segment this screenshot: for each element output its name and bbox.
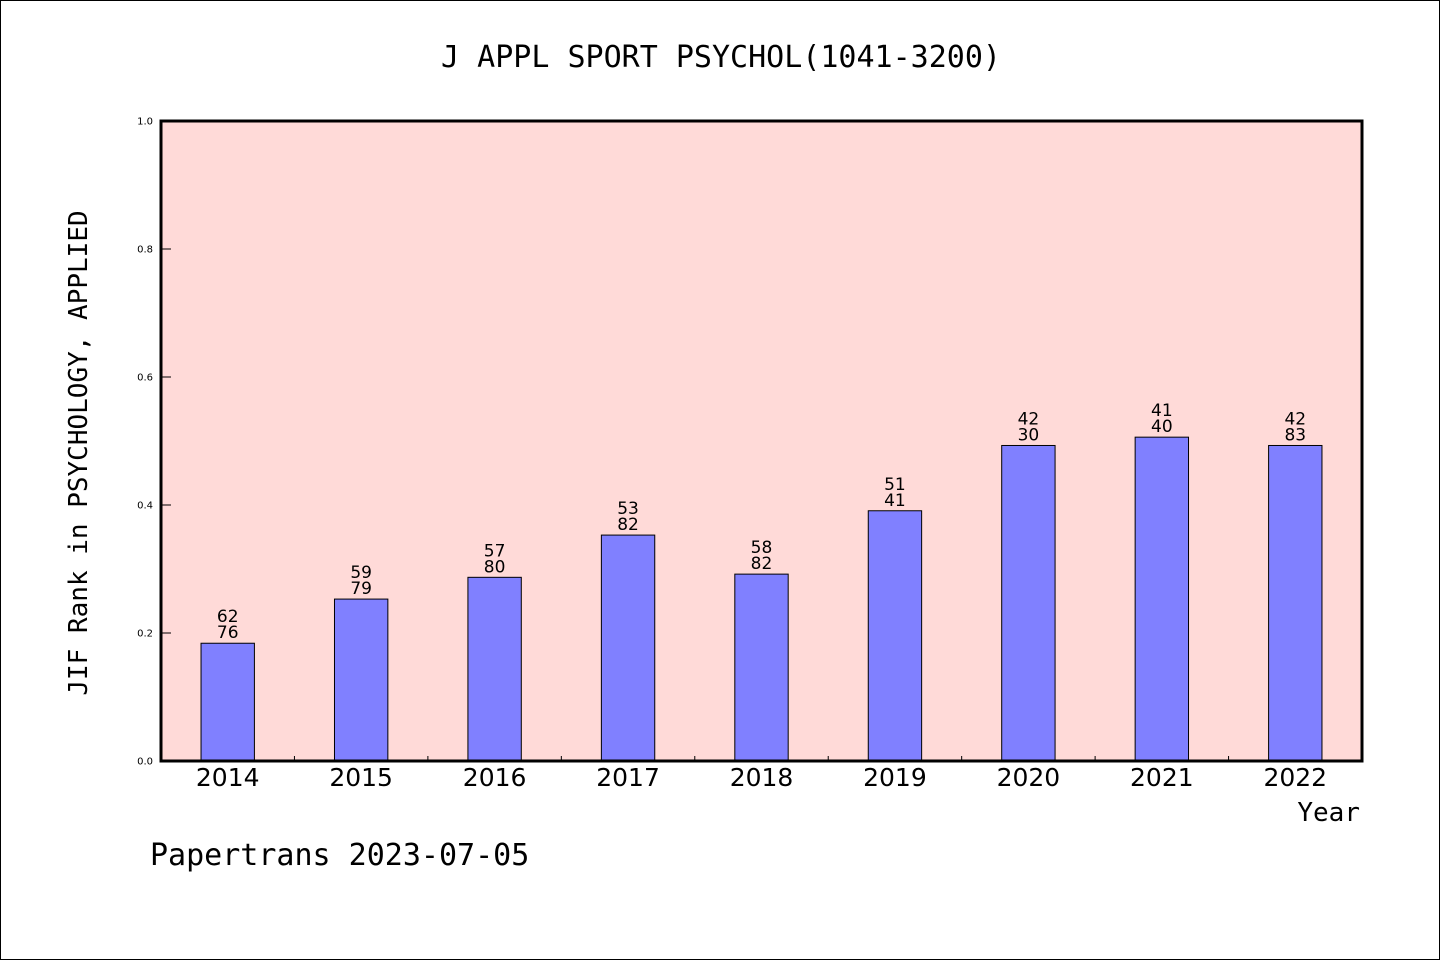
bar-label-rank-2017: 53 xyxy=(617,499,639,519)
bar-2022 xyxy=(1268,444,1323,762)
bar-label-total-2018: 82 xyxy=(751,554,773,574)
x-axis-ticks: 2014 2015 2016 2017 2018 2019 2020 2021 2022 xyxy=(196,756,1327,792)
bar-2018 xyxy=(734,573,789,762)
bar-2021 xyxy=(1134,436,1190,762)
bar-2019 xyxy=(867,510,923,762)
x-axis-label: Year xyxy=(1297,798,1360,828)
bar-label-rank-2015: 59 xyxy=(350,563,372,583)
x-tick-label-2017: 2017 xyxy=(596,763,660,792)
bar-label-total-2021: 40 xyxy=(1151,417,1173,437)
y-axis-label: JIF Rank in PSYCHOLOGY, APPLIED xyxy=(64,210,94,695)
x-tick-label-2015: 2015 xyxy=(329,763,393,792)
bar-label-rank-2021: 41 xyxy=(1151,401,1173,421)
bar-label-total-2019: 41 xyxy=(884,491,906,511)
bar-label-total-2017: 82 xyxy=(617,515,639,535)
bars-group xyxy=(200,436,1323,762)
bar-label-total-2022: 83 xyxy=(1284,425,1306,445)
bar-2014 xyxy=(200,642,255,762)
bar-label-rank-2019: 51 xyxy=(884,475,906,495)
x-tick-label-2014: 2014 xyxy=(196,763,260,792)
bar-2016 xyxy=(467,576,522,762)
bar-label-rank-2018: 58 xyxy=(751,538,773,558)
y-tick-label-0.2: 0.2 xyxy=(137,629,153,640)
x-tick-label-2016: 2016 xyxy=(463,763,527,792)
bar-2015 xyxy=(333,598,389,762)
footer-credit: Papertrans 2023-07-05 xyxy=(150,838,529,873)
bar-label-rank-2022: 42 xyxy=(1284,409,1306,429)
bar-label-rank-2014: 62 xyxy=(217,607,239,627)
x-tick-label-2018: 2018 xyxy=(730,763,794,792)
bar-label-total-2016: 80 xyxy=(484,557,506,577)
y-tick-label-0.8: 0.8 xyxy=(137,245,153,256)
x-tick-label-2022: 2022 xyxy=(1263,763,1327,792)
x-tick-label-2020: 2020 xyxy=(997,763,1061,792)
bar-label-rank-2020: 42 xyxy=(1018,409,1040,429)
bar-2017 xyxy=(600,534,656,762)
y-tick-label-0.6: 0.6 xyxy=(137,373,153,384)
bar-2020 xyxy=(1001,444,1056,762)
bar-label-total-2020: 30 xyxy=(1018,425,1040,445)
y-tick-label-1.0: 1.0 xyxy=(137,117,153,128)
x-tick-label-2021: 2021 xyxy=(1130,763,1194,792)
x-tick-label-2019: 2019 xyxy=(863,763,927,792)
plot-frame xyxy=(159,119,1364,763)
bar-label-rank-2016: 57 xyxy=(484,541,506,561)
bar-label-total-2014: 76 xyxy=(217,623,239,643)
chart-title: J APPL SPORT PSYCHOL(1041-3200) xyxy=(441,40,1001,75)
y-tick-label-0.0: 0.0 xyxy=(137,757,153,768)
y-tick-label-0.4: 0.4 xyxy=(137,501,153,512)
bar-label-total-2015: 79 xyxy=(350,579,372,599)
